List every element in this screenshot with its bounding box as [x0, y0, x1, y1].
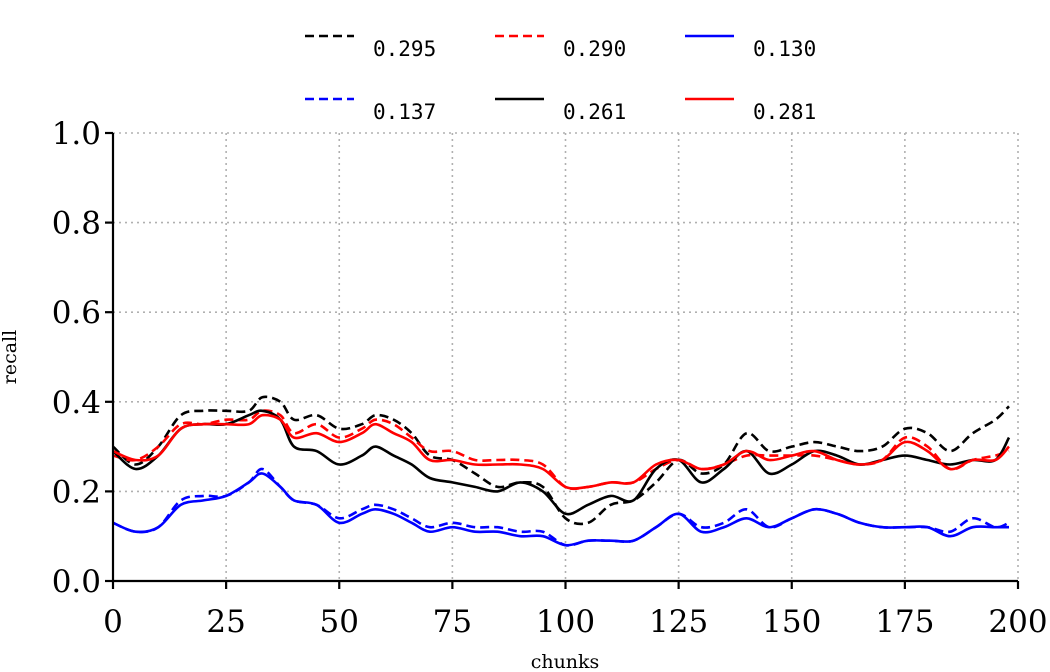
legend-label: 0.137 [373, 100, 436, 124]
y-tick-label: 0.0 [52, 564, 101, 600]
series-lines [112, 395, 1011, 547]
series-line-0.137 [112, 467, 1010, 547]
x-tick-label: 175 [875, 604, 934, 640]
y-tick-label: 0.2 [52, 474, 101, 510]
legend-label: 0.130 [753, 37, 816, 61]
x-tick-label: 0 [103, 604, 123, 640]
tick-labels: 0 25 50 75 100 125 150 175 200 0.0 0.2 0.4 0.6 0.8 1.0 [52, 116, 1048, 640]
x-tick-label: 50 [320, 604, 359, 640]
legend-label: 0.281 [753, 100, 816, 124]
x-axis-title: chunks [531, 651, 600, 672]
series-line-0.295 [112, 395, 1010, 526]
tick-marks [105, 131, 1020, 589]
y-axis-title: recall [0, 330, 21, 384]
legend-label: 0.290 [563, 37, 626, 61]
y-tick-label: 0.6 [52, 295, 101, 331]
x-tick-label: 125 [649, 604, 708, 640]
x-tick-label: 200 [988, 604, 1047, 640]
grid-lines [113, 132, 1019, 581]
legend-label: 0.295 [373, 37, 436, 61]
y-tick-label: 0.4 [52, 385, 101, 421]
legend: 0.295 0.290 0.130 0.137 0.261 0.281 [305, 34, 816, 124]
x-tick-label: 75 [433, 604, 472, 640]
y-tick-label: 1.0 [52, 116, 101, 152]
x-tick-label: 150 [762, 604, 821, 640]
series-line-0.281 [112, 413, 1010, 490]
legend-label: 0.261 [563, 100, 626, 124]
x-tick-label: 25 [206, 604, 245, 640]
y-tick-label: 0.8 [52, 206, 101, 242]
x-tick-label: 100 [536, 604, 595, 640]
